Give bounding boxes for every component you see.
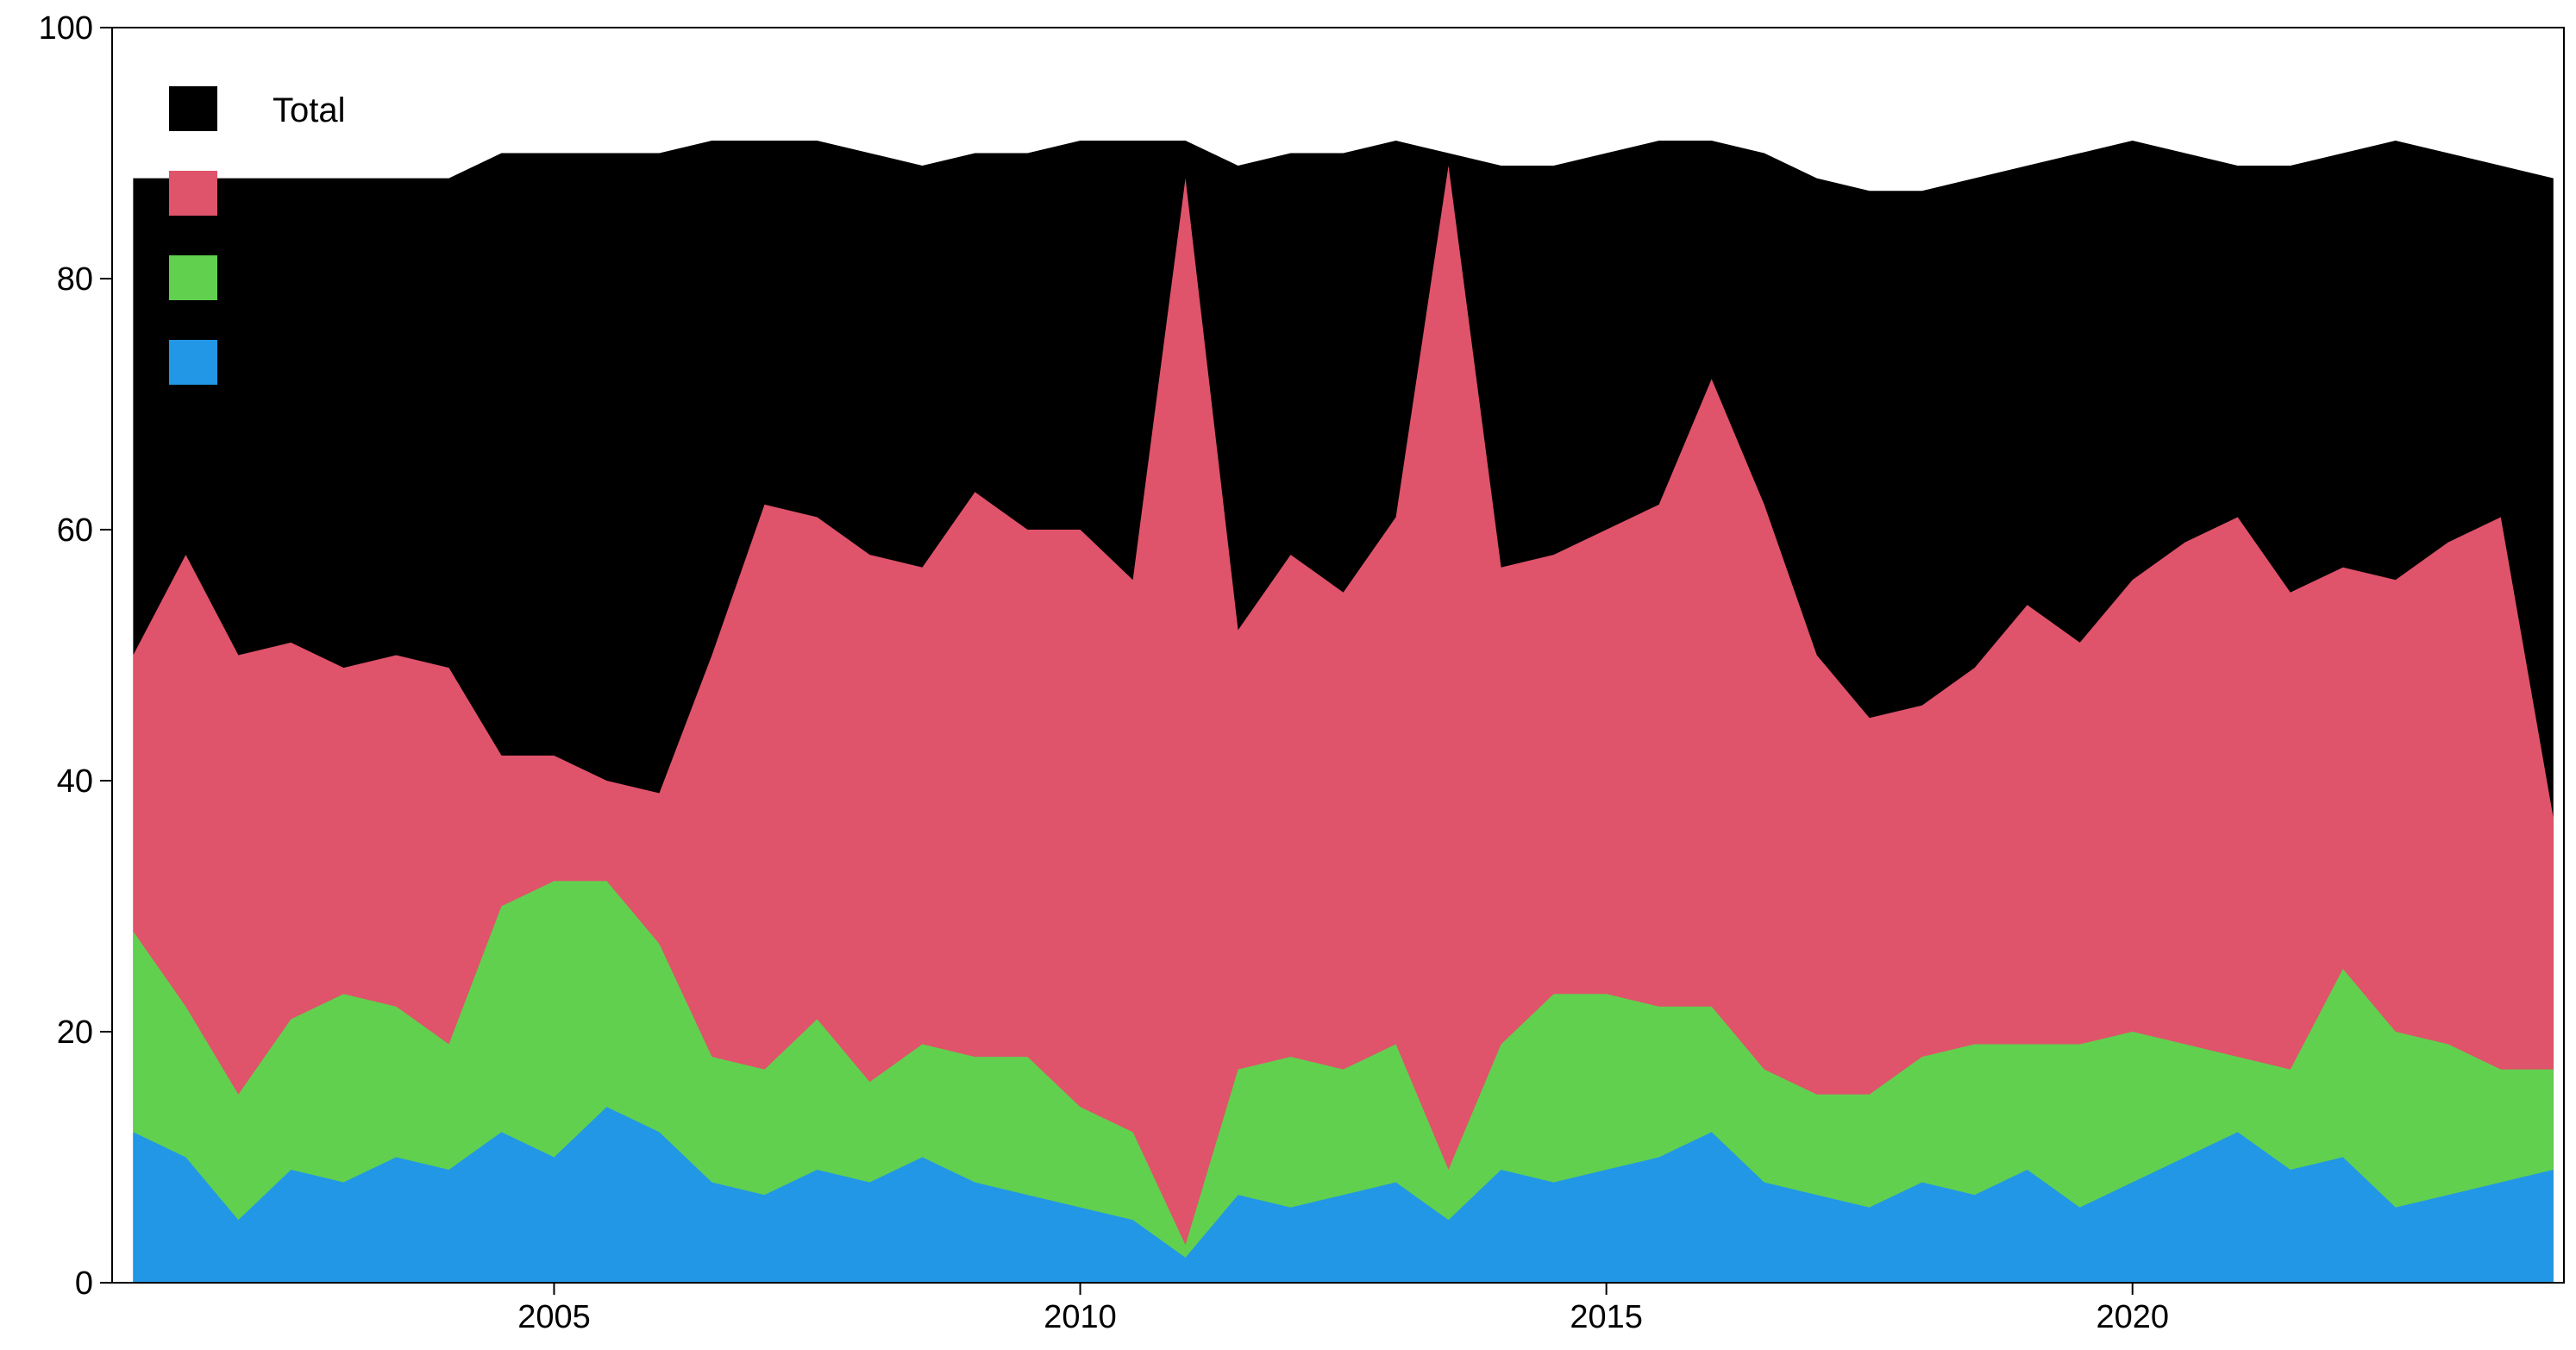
- y-axis: 0 20 40 60 80 100: [39, 10, 112, 1302]
- y-tick-label-0: 0: [75, 1265, 93, 1302]
- legend-swatch-0: [169, 86, 217, 131]
- legend-swatch-2: [169, 255, 217, 300]
- y-tick-label-100: 100: [39, 10, 93, 47]
- legend-swatch-1: [169, 171, 217, 216]
- legend-label-0: Total: [273, 91, 346, 129]
- x-tick-label-2005: 2005: [517, 1299, 591, 1335]
- y-tick-label-20: 20: [57, 1014, 93, 1051]
- series-areas: [133, 141, 2554, 1283]
- series-area-1: [133, 881, 2554, 1283]
- x-tick-label-2020: 2020: [2096, 1299, 2169, 1335]
- y-tick-label-80: 80: [57, 261, 93, 298]
- y-tick-label-60: 60: [57, 512, 93, 549]
- x-tick-label-2010: 2010: [1044, 1299, 1117, 1335]
- legend: Total: [169, 86, 346, 385]
- legend-swatch-3: [169, 340, 217, 385]
- series-area-0: [133, 1107, 2554, 1283]
- series-area-2: [133, 166, 2554, 1283]
- plot-frame: [111, 27, 2565, 1284]
- x-axis: 2005 2010 2015 2020: [517, 1283, 2169, 1335]
- x-tick-label-2015: 2015: [1570, 1299, 1643, 1335]
- y-tick-label-40: 40: [57, 763, 93, 800]
